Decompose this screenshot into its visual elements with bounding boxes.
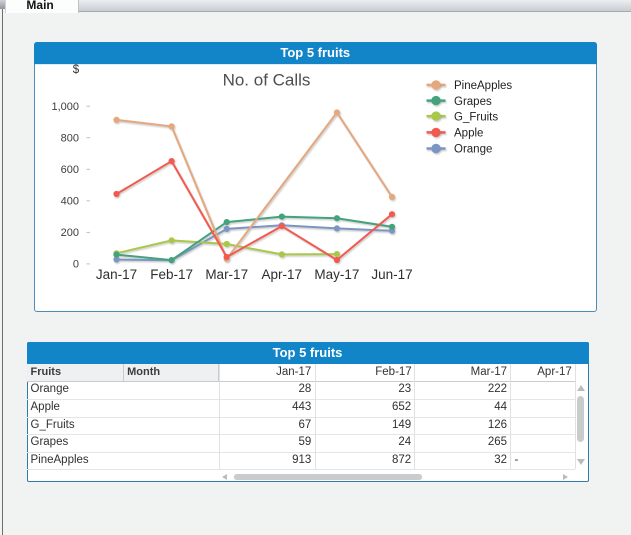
svg-text:Mar-17: Mar-17 — [205, 267, 248, 282]
svg-text:1,000: 1,000 — [51, 101, 79, 113]
svg-text:800: 800 — [60, 133, 78, 145]
svg-text:Feb-17: Feb-17 — [150, 267, 193, 282]
svg-text:Orange: Orange — [454, 144, 492, 156]
svg-text:Apple: Apple — [454, 128, 483, 140]
svg-text:May-17: May-17 — [314, 267, 359, 282]
svg-text:Jan-17: Jan-17 — [95, 267, 136, 282]
svg-text:$: $ — [72, 64, 79, 76]
svg-text:0: 0 — [72, 259, 78, 271]
svg-text:200: 200 — [60, 227, 78, 239]
svg-text:PineApples: PineApples — [454, 80, 512, 92]
svg-text:Apr-17: Apr-17 — [261, 267, 302, 282]
svg-text:No. of Calls: No. of Calls — [222, 71, 310, 90]
svg-text:Jun-17: Jun-17 — [371, 267, 412, 282]
svg-text:400: 400 — [60, 196, 78, 208]
svg-text:600: 600 — [60, 164, 78, 176]
svg-text:G_Fruits: G_Fruits — [454, 112, 498, 124]
svg-text:Grapes: Grapes — [454, 96, 492, 108]
